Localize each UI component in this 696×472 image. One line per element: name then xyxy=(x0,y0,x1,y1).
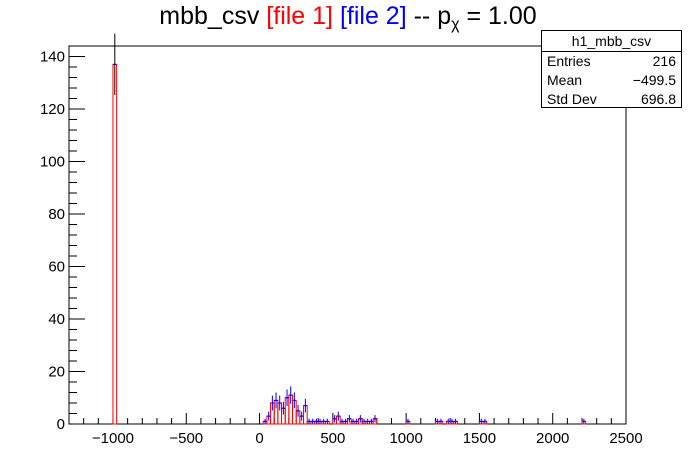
x-tick-label: 2000 xyxy=(536,430,569,447)
x-tick-label: −1000 xyxy=(92,430,134,447)
stats-box: h1_mbb_csv Entries 216 Mean −499.5 Std D… xyxy=(541,30,682,108)
x-axis: −1000 −500 0 500 1000 1500 2000 2500 xyxy=(68,413,643,447)
title-p-value: = 1.00 xyxy=(466,2,537,30)
data-point-file2 xyxy=(347,415,352,423)
stats-value: 216 xyxy=(652,53,676,69)
data-point-file2 xyxy=(453,418,458,424)
y-tick-label: 0 xyxy=(57,416,65,433)
data-point-file2 xyxy=(450,418,454,424)
y-tick-label: 120 xyxy=(40,101,65,118)
stats-value: −499.5 xyxy=(632,72,676,88)
y-tick-label: 100 xyxy=(40,154,65,171)
data-point-file2 xyxy=(340,418,344,424)
data-point-file2 xyxy=(439,418,443,424)
data-point-file2 xyxy=(483,418,487,424)
x-tick-label: −500 xyxy=(169,430,203,447)
stats-label: Entries xyxy=(547,53,591,69)
data-point-file2 xyxy=(277,395,282,411)
data-point-file2 xyxy=(406,418,410,424)
data-point-file2 xyxy=(354,418,359,424)
histogram-bar-file1 xyxy=(112,63,118,425)
stats-label: Std Dev xyxy=(547,91,597,107)
x-tick-label: 500 xyxy=(320,430,345,447)
data-point-file2 xyxy=(365,418,370,424)
chart-title: mbb_csv [file 1] [file 2] -- pχ = 1.00 xyxy=(0,2,696,34)
data-point-file2 xyxy=(281,401,286,415)
data-point-file2 xyxy=(112,33,117,96)
y-tick-label: 140 xyxy=(40,49,65,66)
data-point-file2 xyxy=(263,418,267,424)
data-point-file2 xyxy=(321,418,326,424)
data-point-file2 xyxy=(285,389,289,407)
stats-label: Mean xyxy=(547,72,583,88)
y-tick-label: 20 xyxy=(48,364,65,381)
y-tick-label: 60 xyxy=(48,259,65,276)
title-file2: [file 2] xyxy=(339,2,407,30)
data-point-file2 xyxy=(369,418,374,424)
title-p-symbol: p xyxy=(437,2,452,30)
data-point-file2 xyxy=(266,411,271,421)
data-point-file2 xyxy=(318,418,322,424)
data-point-file2 xyxy=(310,418,315,424)
data-point-file2 xyxy=(296,405,300,417)
stats-value: 696.8 xyxy=(640,91,676,107)
y-tick-label: 80 xyxy=(48,206,65,223)
stats-box-name: h1_mbb_csv xyxy=(542,31,681,52)
data-point-file2 xyxy=(343,418,348,424)
title-p-subscript: χ xyxy=(451,16,460,33)
data-point-file2 xyxy=(336,411,341,421)
data-point-file2 xyxy=(299,411,304,421)
title-file1: [file 1] xyxy=(266,2,333,30)
stats-row-mean: Mean −499.5 xyxy=(542,71,681,90)
title-separator: -- xyxy=(413,2,431,30)
data-point-file2 xyxy=(314,418,319,424)
series-file2-points xyxy=(112,33,586,424)
x-tick-label: 1000 xyxy=(389,430,422,447)
data-point-file2 xyxy=(582,418,586,424)
data-point-file2 xyxy=(479,418,484,424)
data-point-file2 xyxy=(307,418,311,424)
data-point-file2 xyxy=(288,386,293,404)
data-point-file2 xyxy=(351,418,355,424)
x-tick-label: 2500 xyxy=(609,430,642,447)
x-tick-label: 0 xyxy=(255,430,263,447)
data-point-file2 xyxy=(435,418,440,424)
title-main: mbb_csv xyxy=(159,2,260,30)
data-point-file2 xyxy=(373,415,377,423)
series-file1-histogram xyxy=(112,63,587,425)
x-tick-label: 1500 xyxy=(463,430,496,447)
stats-row-entries: Entries 216 xyxy=(542,52,681,71)
data-point-file2 xyxy=(332,415,337,423)
data-point-file2 xyxy=(362,418,366,424)
data-point-file2 xyxy=(292,392,297,409)
data-point-file2 xyxy=(446,418,451,424)
data-point-file2 xyxy=(274,392,278,409)
y-tick-label: 40 xyxy=(48,311,65,328)
data-point-file2 xyxy=(358,415,363,423)
data-point-file2 xyxy=(325,418,330,424)
data-point-file2 xyxy=(303,398,308,413)
data-point-file2 xyxy=(270,395,275,411)
y-axis: 0 20 40 60 80 100 120 140 xyxy=(40,45,85,433)
stats-row-stddev: Std Dev 696.8 xyxy=(542,90,681,109)
